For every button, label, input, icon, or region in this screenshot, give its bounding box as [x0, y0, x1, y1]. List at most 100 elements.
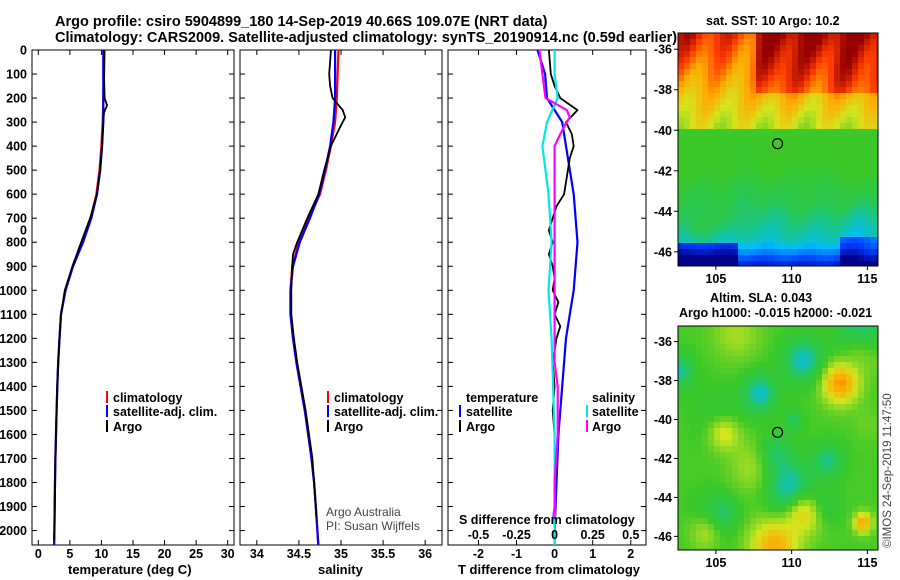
s-tick-label: 0	[551, 528, 558, 542]
map-cell	[768, 213, 775, 220]
map-cell	[738, 153, 745, 160]
map-cell	[684, 249, 691, 256]
map-cell	[726, 476, 733, 483]
map-cell	[810, 171, 817, 178]
map-cell	[684, 99, 691, 106]
map-cell	[780, 386, 787, 393]
map-cell	[840, 518, 847, 525]
map-cell	[684, 500, 691, 507]
map-cell	[816, 428, 823, 435]
map-cell	[714, 542, 721, 549]
map-cell	[816, 494, 823, 501]
map-cell	[738, 488, 745, 495]
map-cell	[792, 183, 799, 190]
map-cell	[750, 153, 757, 160]
map-cell	[774, 362, 781, 369]
map-cell	[708, 332, 715, 339]
map-cell	[750, 362, 757, 369]
map-cell	[762, 33, 769, 40]
map-cell	[834, 225, 841, 232]
map-cell	[750, 440, 757, 447]
map-cell	[738, 159, 745, 166]
map-cell	[702, 225, 709, 232]
map-cell	[870, 482, 877, 489]
map-cell	[816, 57, 823, 64]
map-cell	[732, 506, 739, 513]
map-cell	[816, 189, 823, 196]
map-cell	[720, 404, 727, 411]
map-cell	[714, 494, 721, 501]
map-cell	[816, 63, 823, 70]
map-cell	[780, 111, 787, 118]
map-cell	[870, 326, 877, 333]
map-cell	[696, 195, 703, 202]
title-line-1: Argo profile: csiro 5904899_180 14-Sep-2…	[55, 14, 548, 30]
map-cell	[708, 189, 715, 196]
map-cell	[828, 183, 835, 190]
map-cell	[732, 476, 739, 483]
map-cell	[714, 165, 721, 172]
map-cell	[864, 332, 871, 339]
map-cell	[714, 183, 721, 190]
map-y-tick-label: -46	[654, 245, 672, 259]
map-cell	[804, 39, 811, 46]
map-cell	[840, 177, 847, 184]
map-cell	[690, 380, 697, 387]
map-cell	[732, 530, 739, 537]
map-cell	[810, 350, 817, 357]
map-cell	[798, 75, 805, 82]
map-cell	[858, 57, 865, 64]
map-cell	[792, 213, 799, 220]
map-cell	[708, 434, 715, 441]
map-cell	[834, 69, 841, 76]
map-cell	[834, 404, 841, 411]
map-cell	[858, 153, 865, 160]
map-cell	[828, 464, 835, 471]
map-cell	[810, 452, 817, 459]
map-cell	[846, 171, 853, 178]
map-cell	[834, 524, 841, 531]
map-cell	[828, 410, 835, 417]
map-cell	[744, 524, 751, 531]
map-cell	[678, 195, 685, 202]
map-cell	[696, 446, 703, 453]
map-cell	[750, 488, 757, 495]
map-cell	[702, 87, 709, 94]
map-cell	[798, 386, 805, 393]
map-cell	[810, 458, 817, 465]
map-cell	[702, 165, 709, 172]
map-cell	[744, 117, 751, 124]
map-cell	[822, 386, 829, 393]
map-cell	[744, 422, 751, 429]
map-cell	[840, 362, 847, 369]
map-cell	[870, 129, 877, 136]
map-cell	[864, 243, 871, 250]
map-cell	[696, 147, 703, 154]
map-cell	[744, 51, 751, 58]
map-cell	[756, 530, 763, 537]
map-cell	[780, 261, 787, 266]
map-cell	[804, 482, 811, 489]
map-cell	[762, 542, 769, 549]
map-cell	[762, 476, 769, 483]
map-cell	[762, 380, 769, 387]
map-cell	[762, 488, 769, 495]
map-cell	[858, 356, 865, 363]
map-cell	[822, 356, 829, 363]
map-cell	[756, 87, 763, 94]
map-cell	[756, 231, 763, 238]
map-cell	[810, 398, 817, 405]
map-cell	[732, 237, 739, 244]
map-cell	[810, 518, 817, 525]
map-cell	[696, 344, 703, 351]
map-cell	[696, 39, 703, 46]
map-cell	[852, 105, 859, 112]
map-cell	[828, 374, 835, 381]
map-cell	[822, 410, 829, 417]
map-cell	[780, 45, 787, 52]
map-cell	[750, 261, 757, 266]
map-cell	[786, 548, 793, 550]
map-cell	[810, 57, 817, 64]
sla-map-subtitle: Argo h1000: -0.015 h2000: -0.021	[679, 306, 872, 320]
map-cell	[774, 51, 781, 58]
